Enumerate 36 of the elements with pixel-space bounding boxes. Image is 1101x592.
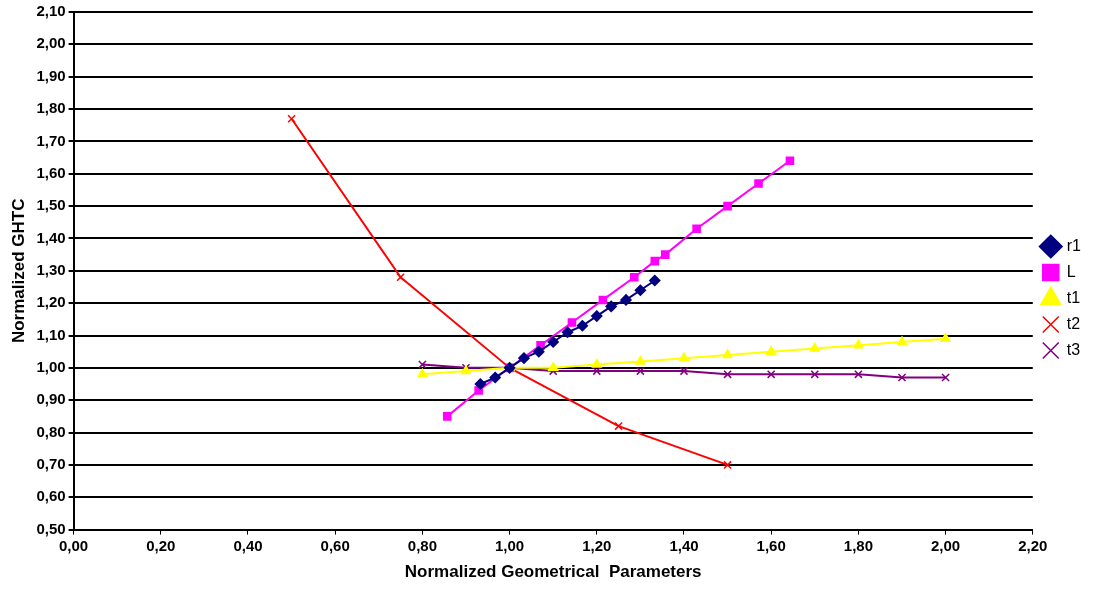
y-tick-label: 2,00 xyxy=(36,34,66,52)
y-tick-label: 1,00 xyxy=(36,357,66,375)
x-tick-label: 1,20 xyxy=(582,536,612,554)
y-tick-label: 1,60 xyxy=(36,163,66,181)
x-tick-label: 2,00 xyxy=(930,536,961,554)
x-tick-label: 1,40 xyxy=(669,536,699,554)
y-tick-label: 0,70 xyxy=(36,455,66,473)
x-tick-label: 0,40 xyxy=(233,536,263,554)
y-axis-title: Normalized GHTC xyxy=(8,198,28,344)
y-tick-label: 1,40 xyxy=(36,228,66,246)
y-tick-label: 1,30 xyxy=(36,260,66,278)
y-tick-label: 1,20 xyxy=(36,293,66,311)
y-tick-label: 2,10 xyxy=(36,2,66,20)
y-tick-label: 0,50 xyxy=(36,519,66,537)
y-tick-label: 0,80 xyxy=(36,422,66,440)
legend-label: t1 xyxy=(1066,288,1081,306)
x-tick-label: 1,00 xyxy=(494,536,525,554)
legend-label: L xyxy=(1066,262,1076,280)
x-tick-label: 0,00 xyxy=(58,536,89,554)
x-tick-label: 1,60 xyxy=(756,536,786,554)
y-tick-label: 1,10 xyxy=(36,325,66,343)
y-tick-label: 1,50 xyxy=(36,196,66,214)
x-tick-label: 0,20 xyxy=(146,536,176,554)
x-tick-label: 1,80 xyxy=(843,536,873,554)
y-tick-label: 1,70 xyxy=(36,131,66,149)
legend-label: t2 xyxy=(1066,314,1081,332)
x-tick-label: 0,60 xyxy=(320,536,350,554)
x-axis-title: Normalized Geometrical Parameters xyxy=(404,562,702,582)
y-tick-label: 1,90 xyxy=(36,66,66,84)
y-tick-label: 0,90 xyxy=(36,390,66,408)
legend-label: t3 xyxy=(1066,340,1081,358)
x-tick-label: 0,80 xyxy=(407,536,437,554)
x-tick-label: 2,20 xyxy=(1018,536,1048,554)
y-tick-label: 1,80 xyxy=(36,99,66,117)
legend-label: r1 xyxy=(1066,236,1082,254)
y-tick-label: 0,60 xyxy=(36,487,66,505)
